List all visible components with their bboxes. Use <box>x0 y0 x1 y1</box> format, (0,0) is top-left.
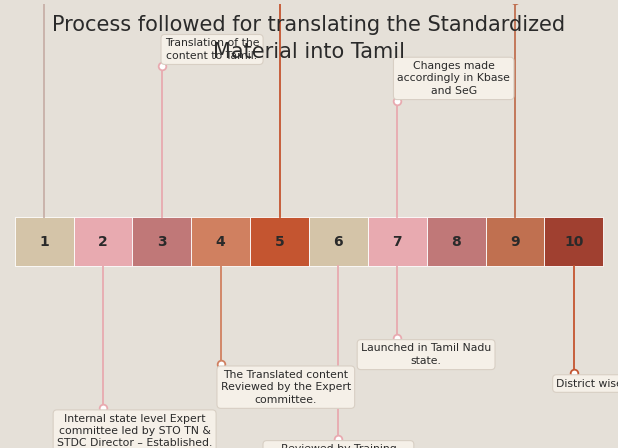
FancyBboxPatch shape <box>368 217 426 266</box>
FancyBboxPatch shape <box>250 217 309 266</box>
FancyBboxPatch shape <box>132 217 192 266</box>
Text: 8: 8 <box>451 235 461 249</box>
FancyBboxPatch shape <box>15 217 74 266</box>
Text: 9: 9 <box>510 235 520 249</box>
FancyBboxPatch shape <box>426 217 486 266</box>
Text: Process followed for translating the Standardized
Material into Tamil: Process followed for translating the Sta… <box>53 15 565 62</box>
Text: Launched in Tamil Nadu
state.: Launched in Tamil Nadu state. <box>361 344 491 366</box>
Text: 2: 2 <box>98 235 108 249</box>
Text: 1: 1 <box>40 235 49 249</box>
Text: Translation of the
content to Tamil.: Translation of the content to Tamil. <box>165 38 260 60</box>
Text: Changes made
accordingly in Kbase
and SeG: Changes made accordingly in Kbase and Se… <box>397 61 510 96</box>
Text: Reviewed by Training
Division of DPH and NHM
Tamil Nadu– Final inputs &
modifica: Reviewed by Training Division of DPH and… <box>267 444 410 448</box>
Text: Internal state level Expert
committee led by STO TN &
STDC Director – Establishe: Internal state level Expert committee le… <box>57 414 213 448</box>
FancyBboxPatch shape <box>192 217 250 266</box>
Text: 7: 7 <box>392 235 402 249</box>
Text: 5: 5 <box>275 235 284 249</box>
Text: District wise roll out: District wise roll out <box>556 379 618 388</box>
Text: 10: 10 <box>564 235 583 249</box>
FancyBboxPatch shape <box>309 217 368 266</box>
Text: 4: 4 <box>216 235 226 249</box>
FancyBboxPatch shape <box>486 217 544 266</box>
Text: 3: 3 <box>157 235 167 249</box>
Text: 6: 6 <box>334 235 343 249</box>
Text: The Translated content
Reviewed by the Expert
committee.: The Translated content Reviewed by the E… <box>221 370 351 405</box>
FancyBboxPatch shape <box>544 217 603 266</box>
FancyBboxPatch shape <box>74 217 132 266</box>
